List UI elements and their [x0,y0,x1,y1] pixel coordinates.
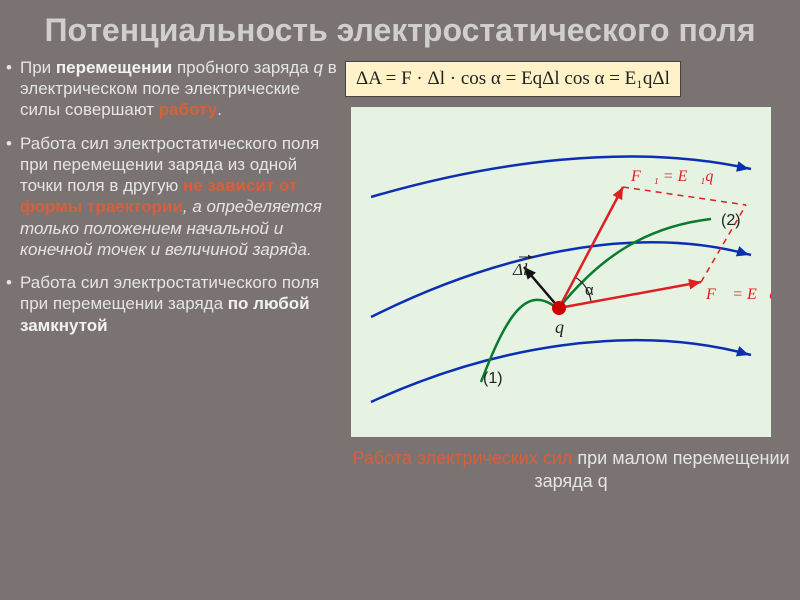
bullet-3: Работа сил электростатического поля при … [6,272,341,336]
right-column: ΔA = F · Δl · cos α = EqΔl cos α = E₁qΔl… [351,57,791,494]
b1-pre: При [20,58,56,77]
caption-rest: при малом перемещении заряда q [534,448,789,491]
bullet-2: Работа сил электростатического поля при … [6,133,341,261]
b1-q: q [314,58,323,77]
svg-text:(1): (1) [483,370,503,387]
b1-bold: перемещении [56,58,172,77]
b1-mid1: пробного заряда [172,58,313,77]
content-row: При перемещении пробного заряда q в элек… [0,57,800,494]
svg-text:α: α [585,282,594,299]
b1-red: работу [159,100,218,119]
left-column: При перемещении пробного заряда q в элек… [6,57,341,494]
svg-text:(2): (2) [721,212,741,229]
svg-text:q: q [555,317,564,337]
bullet-1: При перемещении пробного заряда q в элек… [6,57,341,121]
formula-box: ΔA = F · Δl · cos α = EqΔl cos α = E₁qΔl [345,61,681,97]
svg-text:Δl: Δl [512,260,528,279]
svg-text:F⃗₁ = E⃗₁q: F⃗₁ = E⃗₁q [630,168,713,185]
svg-text:F⃗ = E⃗q: F⃗ = E⃗q [705,286,771,303]
diagram-caption: Работа электрических сил при малом перем… [351,447,791,494]
caption-red: Работа электрических сил [352,448,572,468]
page-title: Потенциальность электростатического поля [0,0,800,57]
b1-post: . [217,100,222,119]
field-diagram: q Δl α (1) (2) F⃗₁ = E⃗₁q F⃗ = E⃗q [351,107,771,437]
